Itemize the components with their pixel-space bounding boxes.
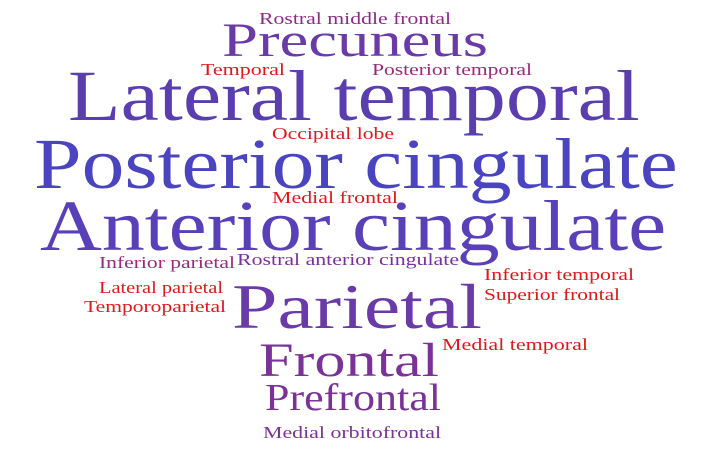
word-temporoparietal: Temporoparietal [84,297,227,317]
word-superior-frontal: Superior frontal [484,285,621,305]
word-precuneus: Precuneus [222,13,488,67]
word-lateral-parietal: Lateral parietal [99,278,224,298]
word-lateral-temporal: Lateral temporal [68,56,640,137]
word-posterior-temporal: Posterior temporal [372,60,532,80]
word-frontal: Frontal [259,333,439,387]
word-posterior-cingulate: Posterior cingulate [34,124,678,205]
word-inferior-temporal: Inferior temporal [484,265,635,285]
word-temporal: Temporal [201,60,285,80]
word-prefrontal: Prefrontal [265,377,441,420]
word-rostral-anterior-cingulate: Rostral anterior cingulate [237,250,460,270]
word-anterior-cingulate: Anterior cingulate [40,186,667,267]
word-medial-temporal: Medial temporal [442,335,588,355]
word-inferior-parietal: Inferior parietal [99,253,235,273]
word-occipital-lobe: Occipital lobe [272,124,394,144]
word-medial-orbitofrontal: Medial orbitofrontal [263,423,442,443]
word-rostral-middle-frontal: Rostral middle frontal [259,9,452,29]
word-medial-frontal: Medial frontal [272,188,398,208]
word-parietal: Parietal [232,270,483,342]
